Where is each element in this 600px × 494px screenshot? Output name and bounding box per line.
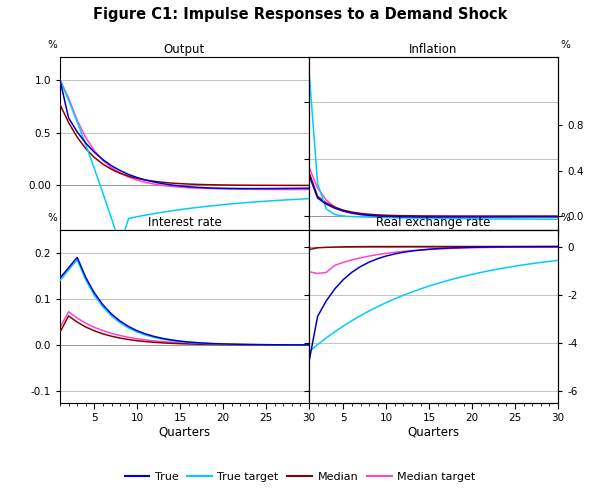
Title: Real exchange rate: Real exchange rate [376, 215, 491, 229]
Legend: True, True target, Median, Median target: True, True target, Median, Median target [120, 467, 480, 486]
Text: %: % [560, 40, 571, 50]
X-axis label: Quarters: Quarters [407, 426, 460, 439]
Text: %: % [560, 213, 571, 223]
Title: Inflation: Inflation [409, 42, 458, 56]
Title: Interest rate: Interest rate [148, 215, 221, 229]
X-axis label: Quarters: Quarters [158, 426, 211, 439]
Title: Output: Output [164, 42, 205, 56]
Text: %: % [47, 213, 58, 223]
Text: Figure C1: Impulse Responses to a Demand Shock: Figure C1: Impulse Responses to a Demand… [93, 7, 507, 22]
Text: %: % [47, 40, 58, 50]
